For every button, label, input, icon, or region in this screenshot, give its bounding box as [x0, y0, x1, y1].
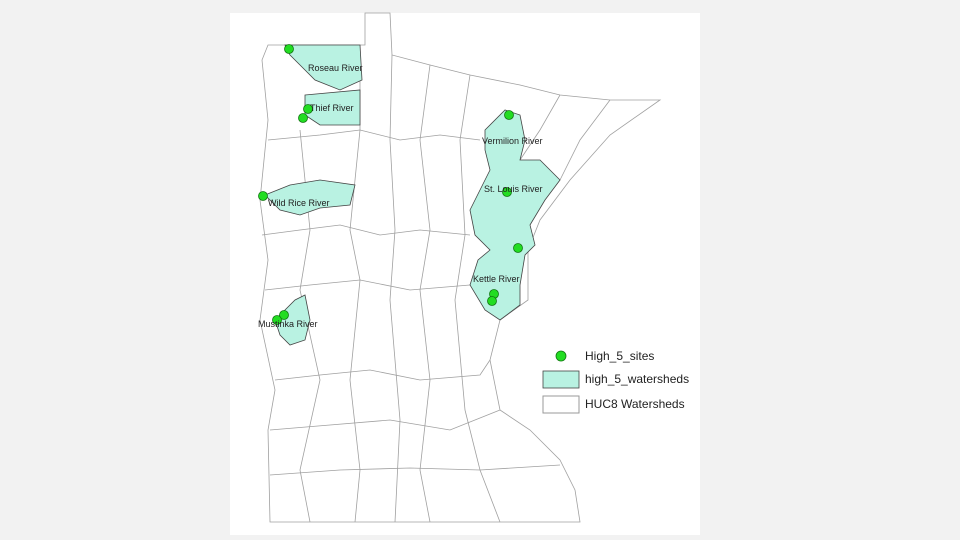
legend: High_5_sites high_5_watersheds HUC8 Wate…	[542, 349, 689, 414]
legend-label: HUC8 Watersheds	[585, 397, 685, 411]
huc8-boundaries	[261, 45, 611, 523]
legend-symbol	[542, 395, 580, 414]
river-label: Vermilion River	[482, 136, 543, 146]
river-label: Thief River	[310, 103, 354, 113]
legend-symbol	[555, 350, 567, 362]
river-label: Wild Rice River	[268, 198, 330, 208]
map-panel	[230, 13, 700, 535]
river-label: St. Louis River	[484, 184, 543, 194]
river-label: Mustinka River	[258, 319, 318, 329]
river-labels: Roseau River Thief River Vermilion River…	[258, 63, 543, 329]
legend-label: High_5_sites	[585, 349, 654, 363]
sites	[258, 44, 523, 325]
legend-symbol	[542, 370, 580, 389]
river-label: Roseau River	[308, 63, 363, 73]
river-label: Kettle River	[473, 274, 520, 284]
legend-label: high_5_watersheds	[585, 372, 689, 386]
watersheds	[264, 44, 561, 346]
